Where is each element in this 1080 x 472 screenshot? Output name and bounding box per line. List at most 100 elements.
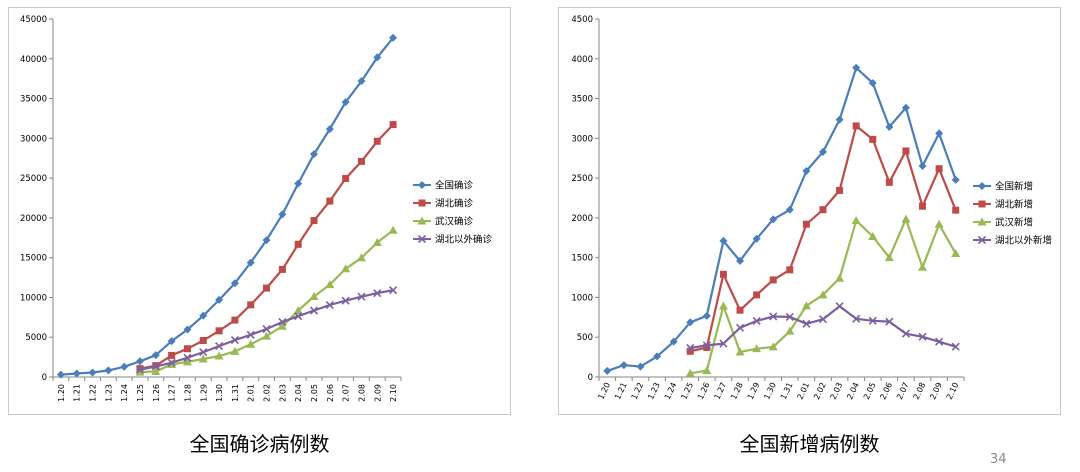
data-point (262, 331, 272, 340)
y-tick-label: 1500 (571, 254, 593, 264)
page-number: 34 (990, 452, 1007, 467)
series-0 (603, 63, 960, 375)
data-point (310, 150, 318, 159)
data-point (736, 256, 745, 265)
data-point (199, 348, 208, 357)
data-point (919, 202, 927, 210)
data-point (135, 365, 145, 374)
x-tick-label: 1.27 (168, 384, 177, 402)
data-point (669, 337, 678, 346)
data-point (135, 367, 145, 376)
data-point (852, 314, 861, 323)
legend-marker (977, 235, 987, 245)
data-point (769, 276, 777, 284)
data-point (247, 301, 255, 309)
data-point (686, 318, 695, 327)
data-point (357, 157, 365, 165)
data-point (199, 337, 207, 345)
data-point (341, 296, 350, 305)
data-point (801, 301, 811, 310)
x-tick-label: 1.28 (729, 381, 745, 401)
series-1 (686, 122, 960, 355)
series-3 (686, 302, 960, 353)
data-point (818, 290, 828, 299)
chart-confirmed-total: 0 5000 10000 15000 20000 25000 30000 35000 40000… (8, 7, 511, 415)
data-point (246, 330, 255, 339)
data-point (835, 115, 844, 124)
data-point (88, 368, 97, 377)
data-point (719, 270, 727, 278)
data-point (603, 366, 612, 375)
data-point (785, 312, 794, 322)
y-tick-label: 0 (588, 373, 593, 383)
data-point (388, 225, 398, 234)
x-tick-label: 2.02 (263, 384, 272, 402)
x-tick-label: 1.29 (199, 384, 208, 402)
x-tick-label: 1.24 (663, 381, 679, 401)
x-tick-label: 2.06 (326, 384, 335, 402)
data-point (902, 147, 910, 155)
data-point (786, 266, 794, 274)
x-tick-label: 2.07 (895, 381, 911, 401)
chart-new-cases: 0 500 1000 1500 2000 2500 3000 3500 4000 4500 1.20… (558, 7, 1061, 415)
data-point (718, 301, 728, 310)
x-tick-label: 1.24 (120, 384, 129, 402)
legend-label: 武汉确诊 (435, 216, 474, 228)
data-point (341, 98, 350, 107)
data-point (294, 240, 302, 248)
y-tick-label: 20000 (20, 214, 47, 224)
series-line (690, 124, 957, 353)
legend-marker (978, 200, 986, 208)
data-point (215, 342, 224, 351)
data-point (372, 238, 382, 247)
data-point (246, 258, 255, 267)
series-2 (135, 225, 398, 376)
x-tick-label: 2.05 (310, 384, 319, 402)
x-tick-label: 2.04 (294, 384, 303, 402)
data-point (263, 284, 271, 292)
data-point (952, 206, 960, 214)
y-tick-label: 3000 (571, 134, 593, 144)
x-tick-label: 2.07 (342, 384, 351, 402)
data-point (356, 253, 366, 262)
data-point (686, 343, 695, 353)
data-point (885, 178, 893, 186)
data-point (120, 362, 129, 371)
x-tick-label: 2.10 (945, 381, 961, 401)
data-point (935, 129, 944, 138)
data-point (901, 214, 911, 223)
legend-marker (418, 181, 426, 189)
y-tick-label: 0 (42, 373, 47, 383)
chart-title-confirmed: 全国确诊病例数 (189, 432, 330, 456)
series-line (606, 66, 957, 372)
x-tick-label: 1.25 (136, 384, 145, 402)
data-point (702, 366, 712, 375)
x-tick-label: 1.23 (646, 381, 662, 401)
series-line (139, 229, 394, 374)
data-point (389, 286, 398, 295)
x-tick-label: 2.06 (878, 381, 894, 401)
data-point (72, 369, 81, 378)
data-point (819, 206, 827, 214)
data-point (752, 234, 761, 243)
data-point (869, 135, 877, 143)
data-point (735, 323, 745, 332)
x-tick-label: 1.27 (713, 381, 729, 401)
data-point (326, 197, 334, 205)
data-point (215, 327, 223, 335)
data-point (735, 347, 745, 356)
data-point (685, 368, 695, 377)
y-tick-label: 15000 (20, 254, 47, 264)
data-point (818, 315, 828, 324)
data-point (752, 344, 762, 353)
data-point (769, 215, 778, 224)
y-tick-label: 35000 (20, 95, 47, 105)
data-point (262, 236, 271, 245)
legend-marker (417, 234, 427, 244)
data-point (278, 210, 287, 219)
legend-label: 湖北新增 (995, 199, 1033, 211)
data-point (951, 175, 960, 184)
data-point (151, 362, 160, 371)
x-tick-label: 1.30 (215, 384, 224, 402)
